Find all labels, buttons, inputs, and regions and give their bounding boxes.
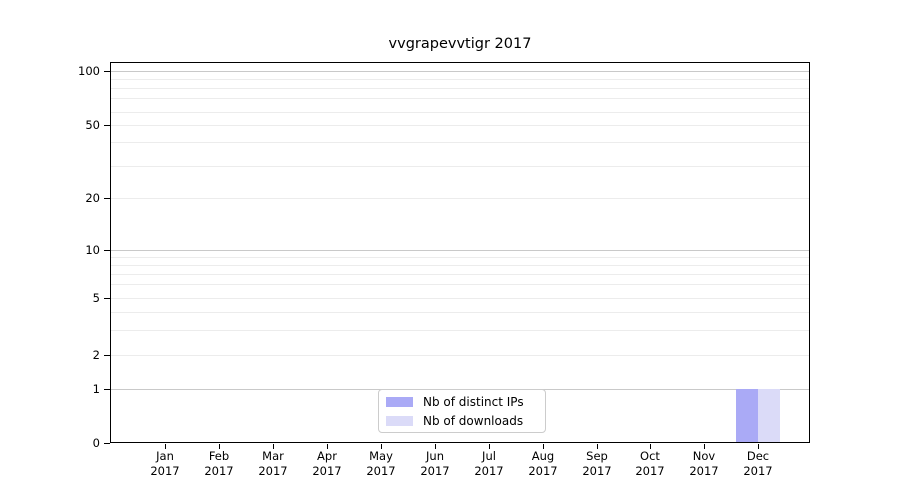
y-gridline-major [111, 71, 809, 72]
legend-swatch-downloads [386, 415, 413, 426]
x-tick-mark [650, 444, 651, 449]
bar-nb-of-distinct-ips-dec-2017 [736, 389, 758, 442]
y-tick-label: 0 [92, 436, 100, 450]
bar-nb-of-downloads-dec-2017 [758, 389, 780, 442]
y-gridline-minor [111, 166, 809, 167]
y-tick-mark [104, 125, 110, 126]
y-gridline-minor [111, 284, 809, 285]
y-gridline-minor [111, 265, 809, 266]
x-tick-mark [165, 444, 166, 449]
y-gridline-minor [111, 112, 809, 113]
x-tick-label: Feb 2017 [204, 449, 234, 478]
y-gridline-minor [111, 142, 809, 143]
x-tick-mark [758, 444, 759, 449]
x-tick-label: May 2017 [366, 449, 396, 478]
legend: Nb of distinct IPs Nb of downloads [378, 389, 546, 433]
y-gridline-minor [111, 274, 809, 275]
legend-item-downloads: Nb of downloads [386, 413, 545, 429]
y-tick-mark [104, 389, 110, 390]
y-gridline-minor [111, 88, 809, 89]
y-tick-mark [104, 443, 110, 444]
y-tick-mark [104, 355, 110, 356]
legend-label-distinct-ips: Nb of distinct IPs [423, 394, 524, 409]
legend-swatch-distinct-ips [386, 396, 413, 407]
x-tick-mark [489, 444, 490, 449]
x-tick-label: Mar 2017 [258, 449, 288, 478]
y-gridline-major [111, 250, 809, 251]
x-tick-label: Dec 2017 [743, 449, 773, 478]
x-tick-mark [381, 444, 382, 449]
y-tick-label: 1 [92, 382, 100, 396]
y-tick-mark [104, 71, 110, 72]
y-tick-mark [104, 298, 110, 299]
y-tick-mark [104, 250, 110, 251]
x-tick-mark [327, 444, 328, 449]
y-tick-label: 2 [92, 348, 100, 362]
x-tick-label: Apr 2017 [312, 449, 342, 478]
y-gridline-minor [111, 125, 809, 126]
x-tick-mark [435, 444, 436, 449]
x-tick-label: Jun 2017 [420, 449, 450, 478]
y-gridline-minor [111, 257, 809, 258]
y-gridline-minor [111, 298, 809, 299]
x-tick-label: Oct 2017 [635, 449, 665, 478]
y-tick-label: 20 [85, 191, 100, 205]
y-tick-label: 10 [85, 243, 100, 257]
y-gridline-minor [111, 312, 809, 313]
y-gridline-minor [111, 355, 809, 356]
y-tick-label: 50 [85, 118, 100, 132]
x-tick-label: Jan 2017 [150, 449, 180, 478]
legend-label-downloads: Nb of downloads [423, 413, 524, 428]
y-gridline-minor [111, 98, 809, 99]
y-tick-mark [104, 198, 110, 199]
y-gridline-minor [111, 198, 809, 199]
x-tick-mark [219, 444, 220, 449]
y-gridline-minor [111, 79, 809, 80]
chart-title: vvgrapevvtigr 2017 [388, 36, 532, 52]
x-tick-mark [704, 444, 705, 449]
y-tick-label: 100 [78, 64, 100, 78]
legend-item-distinct-ips: Nb of distinct IPs [386, 394, 545, 410]
x-tick-label: Nov 2017 [689, 449, 719, 478]
y-gridline-minor [111, 330, 809, 331]
x-tick-label: Aug 2017 [528, 449, 558, 478]
x-tick-label: Sep 2017 [582, 449, 612, 478]
x-tick-label: Jul 2017 [474, 449, 504, 478]
x-tick-mark [273, 444, 274, 449]
plot-area [110, 62, 810, 443]
y-tick-label: 5 [92, 291, 100, 305]
x-tick-mark [597, 444, 598, 449]
x-tick-mark [543, 444, 544, 449]
